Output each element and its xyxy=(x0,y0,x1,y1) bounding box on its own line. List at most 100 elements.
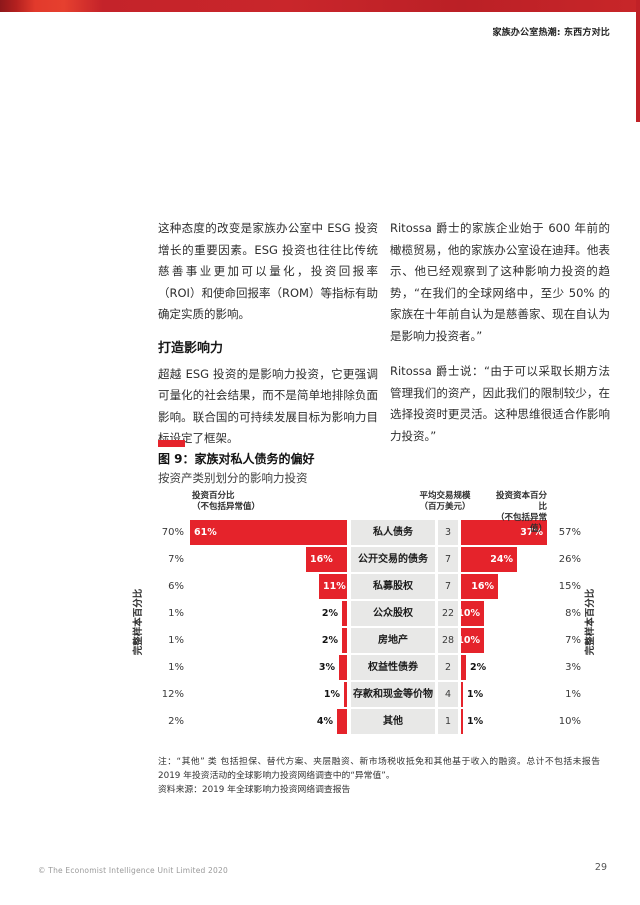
bar-value-label: 2% xyxy=(321,608,338,619)
chart-row: 1% 2% 房地产 28 10% 7% xyxy=(148,628,600,653)
chart-row: 2% 4% 其他 1 1% 10% xyxy=(148,709,600,734)
bar-value-label: 11% xyxy=(323,581,346,592)
body-text-columns: 这种态度的改变是家族办公室中 ESG 投资增长的重要因素。ESG 投资也往往比传… xyxy=(158,218,610,464)
bar-value-label: 37% xyxy=(520,527,543,538)
bar-value-label: 10% xyxy=(457,608,480,619)
asset-category-label: 存款和现金等价物 xyxy=(351,682,435,707)
invest-pct-bar: 11% xyxy=(319,574,347,599)
bar-value-label: 10% xyxy=(457,635,480,646)
full-sample-pct-right: 1% xyxy=(565,689,581,700)
axis-label-left: 完整样本百分比 xyxy=(133,588,144,656)
figure-column-headers: 投资百分比 （不包括异常值） 平均交易规模 （百万美元） 投资资本百分比 （不包… xyxy=(148,491,600,534)
bar-value-label: 3% xyxy=(318,662,335,673)
page-edge-red-tab xyxy=(636,0,640,122)
chart-rows: 70% 61% 私人债务 3 37% 57% 7% 16% 公开交易的债务 7 24% 26% 6% 11… xyxy=(148,520,600,734)
bar-value-label: 16% xyxy=(310,554,333,565)
invest-pct-bar-area: 1% xyxy=(190,682,347,707)
header-deal-size: 平均交易规模 （百万美元） xyxy=(419,491,471,512)
full-sample-pct-left: 12% xyxy=(161,689,184,700)
header-capital-pct: 投资资本百分比 （不包括异常值） xyxy=(495,491,547,534)
capital-pct-bar-area: 24% xyxy=(461,547,547,572)
asset-category-label: 私募股权 xyxy=(351,574,435,599)
avg-deal-size-value: 28 xyxy=(438,628,458,653)
section-heading: 打造影响力 xyxy=(158,340,224,356)
figure-9: 图 9：家族对私人债务的偏好 按资产类别划分的影响力投资 投资百分比 （不包括异… xyxy=(148,440,600,798)
full-sample-pct-right: 7% xyxy=(565,635,581,646)
paragraph: Ritossa 爵士的家族企业始于 600 年前的橄榄贸易，他的家族办公室设在迪… xyxy=(390,221,610,343)
figure-source: 资料来源：2019 年全球影响力投资网络调查报告 xyxy=(158,785,351,795)
bar-value-label: 16% xyxy=(471,581,494,592)
bar-value-label: 1% xyxy=(323,689,340,700)
bar-value-label: 1% xyxy=(467,716,484,727)
full-sample-pct-right: 26% xyxy=(558,554,581,565)
asset-category-label: 公众股权 xyxy=(351,601,435,626)
full-sample-pct-left: 2% xyxy=(168,716,184,727)
body-left-column: 这种态度的改变是家族办公室中 ESG 投资增长的重要因素。ESG 投资也往往比传… xyxy=(158,218,378,464)
asset-category-label: 房地产 xyxy=(351,628,435,653)
paragraph: 超越 ESG 投资的是影响力投资，它更强调可量化的社会结果，而不是简单地排除负面… xyxy=(158,366,378,446)
full-sample-pct-left: 1% xyxy=(168,608,184,619)
figure-note: 注：“其他” 类 包括担保、替代方案、夹层融资、新市场税收抵免和其他基于收入的融… xyxy=(158,757,600,781)
capital-pct-bar: 37% xyxy=(461,520,547,545)
bar-value-label: 61% xyxy=(194,527,217,538)
full-sample-pct-left: 70% xyxy=(161,527,184,538)
bar-value-label: 2% xyxy=(321,635,338,646)
capital-pct-bar xyxy=(461,682,463,707)
capital-pct-bar-area: 10% xyxy=(457,628,547,653)
bar-value-label: 1% xyxy=(467,689,484,700)
chart-row: 1% 2% 公众股权 22 10% 8% xyxy=(148,601,600,626)
invest-pct-bar-area: 4% xyxy=(190,709,347,734)
bar-value-label: 24% xyxy=(490,554,513,565)
capital-pct-bar-area: 1% xyxy=(461,682,547,707)
footer-copyright: © The Economist Intelligence Unit Limite… xyxy=(38,866,228,875)
capital-pct-bar-area: 37% xyxy=(461,520,547,545)
bar-value-label: 2% xyxy=(470,662,487,673)
avg-deal-size-value: 22 xyxy=(438,601,458,626)
capital-pct-bar-area: 16% xyxy=(461,574,547,599)
full-sample-pct-right: 15% xyxy=(558,581,581,592)
full-sample-pct-right: 57% xyxy=(558,527,581,538)
invest-pct-bar xyxy=(344,682,347,707)
full-sample-pct-right: 10% xyxy=(558,716,581,727)
chart-row: 7% 16% 公开交易的债务 7 24% 26% xyxy=(148,547,600,572)
avg-deal-size-value: 2 xyxy=(438,655,458,680)
page-number: 29 xyxy=(594,862,607,873)
capital-pct-bar: 16% xyxy=(461,574,498,599)
full-sample-pct-left: 1% xyxy=(168,662,184,673)
figure-subtitle: 按资产类别划分的影响力投资 xyxy=(158,471,308,485)
paragraph: 这种态度的改变是家族办公室中 ESG 投资增长的重要因素。ESG 投资也往往比传… xyxy=(158,221,378,321)
asset-category-label: 私人债务 xyxy=(351,520,435,545)
avg-deal-size-value: 7 xyxy=(438,574,458,599)
full-sample-pct-right: 8% xyxy=(565,608,581,619)
top-red-banner xyxy=(0,0,640,12)
capital-pct-bar-area: 1% xyxy=(461,709,547,734)
invest-pct-bar-area: 2% xyxy=(190,601,347,626)
paragraph: Ritossa 爵士说：“由于可以采取长期方法管理我们的资产，因此我们的限制较少… xyxy=(390,364,610,443)
invest-pct-bar-area: 61% xyxy=(190,520,347,545)
asset-category-label: 公开交易的债务 xyxy=(351,547,435,572)
figure-marker xyxy=(158,440,185,447)
capital-pct-bar: 24% xyxy=(461,547,517,572)
chart-row: 12% 1% 存款和现金等价物 4 1% 1% xyxy=(148,682,600,707)
full-sample-pct-left: 1% xyxy=(168,635,184,646)
chart-row: 70% 61% 私人债务 3 37% 57% xyxy=(148,520,600,545)
header-invest-pct: 投资百分比 （不包括异常值） xyxy=(192,491,261,512)
invest-pct-bar xyxy=(342,628,347,653)
full-sample-pct-left: 7% xyxy=(168,554,184,565)
invest-pct-bar xyxy=(339,655,347,680)
figure-title: 图 9：家族对私人债务的偏好 xyxy=(158,452,315,466)
invest-pct-bar-area: 2% xyxy=(190,628,347,653)
capital-pct-bar xyxy=(461,709,463,734)
full-sample-pct-right: 3% xyxy=(565,662,581,673)
invest-pct-bar: 16% xyxy=(306,547,347,572)
asset-category-label: 权益性债券 xyxy=(351,655,435,680)
chart-row: 6% 11% 私募股权 7 16% 15% xyxy=(148,574,600,599)
avg-deal-size-value: 4 xyxy=(438,682,458,707)
invest-pct-bar xyxy=(337,709,347,734)
avg-deal-size-value: 7 xyxy=(438,547,458,572)
capital-pct-bar-area: 2% xyxy=(461,655,547,680)
running-head: 家族办公室热潮: 东西方对比 xyxy=(492,28,610,38)
asset-category-label: 其他 xyxy=(351,709,435,734)
invest-pct-bar-area: 16% xyxy=(190,547,347,572)
body-right-column: Ritossa 爵士的家族企业始于 600 年前的橄榄贸易，他的家族办公室设在迪… xyxy=(390,218,610,464)
